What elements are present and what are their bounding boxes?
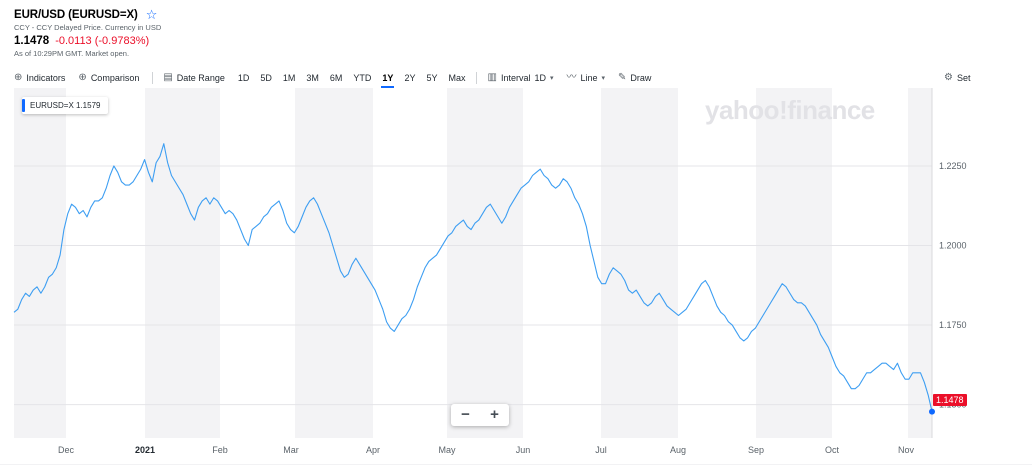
x-tick-label: Dec: [58, 445, 75, 455]
month-bands: [14, 88, 932, 438]
indicators-button[interactable]: ⊕ Indicators: [14, 72, 66, 84]
settings-button[interactable]: ⚙ Set: [944, 72, 971, 84]
x-tick-label: 2021: [135, 445, 155, 455]
date-range-button[interactable]: ▤ Date Range: [163, 72, 225, 84]
plus-circle-icon: ⊕: [14, 72, 23, 83]
range-2y[interactable]: 2Y: [404, 73, 416, 83]
range-1y[interactable]: 1Y: [381, 73, 395, 88]
candlestick-icon: ▥: [487, 72, 497, 83]
zoom-out-button[interactable]: −: [461, 406, 470, 423]
pencil-icon: ✎: [618, 72, 627, 83]
star-outline-icon[interactable]: ☆: [145, 7, 158, 22]
chart-type-button[interactable]: 〰 Line ▾: [566, 72, 606, 84]
legend-color-bar: [22, 99, 25, 112]
chevron-down-icon: ▾: [601, 75, 606, 82]
indicators-label: Indicators: [26, 73, 66, 83]
interval-label: Interval: [500, 73, 531, 83]
quote-price: 1.1478: [14, 35, 50, 47]
x-tick-label: May: [438, 445, 456, 455]
x-tick-label: Mar: [283, 445, 299, 455]
quote-subtitle: CCY - CCY Delayed Price. Currency in USD: [14, 23, 162, 32]
settings-label: Set: [956, 73, 971, 83]
series-legend[interactable]: EURUSD=X 1.1579: [22, 97, 109, 114]
interval-button[interactable]: ▥ Interval 1D ▾: [487, 72, 554, 84]
month-band: [145, 88, 220, 438]
x-tick-label: Nov: [898, 445, 915, 455]
range-5d[interactable]: 5D: [260, 73, 272, 83]
range-ytd[interactable]: YTD: [353, 73, 372, 83]
toolbar-divider: [476, 72, 478, 84]
range-6m[interactable]: 6M: [329, 73, 343, 83]
plus-circle-icon: ⊕: [78, 72, 87, 83]
series-line-eurusd: [13, 143, 933, 412]
calendar-icon: ▤: [163, 72, 173, 83]
y-tick-label: 1.1750: [939, 320, 967, 330]
x-tick-label: Apr: [366, 445, 380, 455]
gear-icon: ⚙: [944, 72, 953, 83]
x-tick-label: Aug: [670, 445, 686, 455]
toolbar-divider: [152, 72, 154, 84]
draw-button[interactable]: ✎ Draw: [618, 72, 652, 84]
x-tick-label: Sep: [748, 445, 764, 455]
zoom-controls: − +: [451, 404, 509, 426]
range-5y[interactable]: 5Y: [426, 73, 438, 83]
range-1m[interactable]: 1M: [282, 73, 296, 83]
chart-type-label: Line: [580, 73, 598, 83]
y-tick-label: 1.2250: [939, 161, 967, 171]
comparison-label: Comparison: [90, 73, 140, 83]
month-band: [447, 88, 523, 438]
quote-header: EUR/USD (EURUSD=X) ☆ CCY - CCY Delayed P…: [14, 8, 161, 58]
month-band: [756, 88, 832, 438]
last-price-dot: [929, 408, 935, 415]
quote-change: -0.0113 (-0.9783%): [55, 35, 150, 47]
line-chart-icon: 〰: [566, 72, 577, 83]
date-range-label: Date Range: [176, 73, 225, 83]
x-tick-label: Jul: [595, 445, 607, 455]
comparison-button[interactable]: ⊕ Comparison: [78, 72, 140, 84]
zoom-in-button[interactable]: +: [490, 406, 499, 423]
quote-as-of: As of 10:29PM GMT. Market open.: [14, 49, 130, 58]
x-tick-label: Jun: [516, 445, 531, 455]
legend-label: EURUSD=X 1.1579: [30, 101, 101, 110]
month-band: [295, 88, 373, 438]
chart-toolbar: ⊕ Indicators ⊕ Comparison ▤ Date Range 1…: [14, 70, 1032, 88]
range-1d[interactable]: 1D: [237, 73, 250, 83]
range-3m[interactable]: 3M: [306, 73, 319, 83]
y-tick-label: 1.2000: [939, 241, 967, 251]
x-axis: Dec 2021 Feb Mar Apr May Jun Jul Aug Sep Oct Nov: [0, 445, 1032, 465]
yahoo-finance-watermark: yahoo!finance: [705, 95, 875, 125]
x-tick-label: Feb: [212, 445, 228, 455]
interval-value: 1D: [534, 73, 546, 83]
quote-title: EUR/USD (EURUSD=X): [14, 8, 138, 21]
x-tick-label: Oct: [825, 445, 840, 455]
range-max[interactable]: Max: [448, 73, 466, 83]
draw-label: Draw: [630, 73, 652, 83]
month-band: [908, 88, 932, 438]
month-band: [601, 88, 678, 438]
last-price-tag: 1.1478: [933, 394, 967, 406]
chevron-down-icon: ▾: [549, 75, 554, 82]
